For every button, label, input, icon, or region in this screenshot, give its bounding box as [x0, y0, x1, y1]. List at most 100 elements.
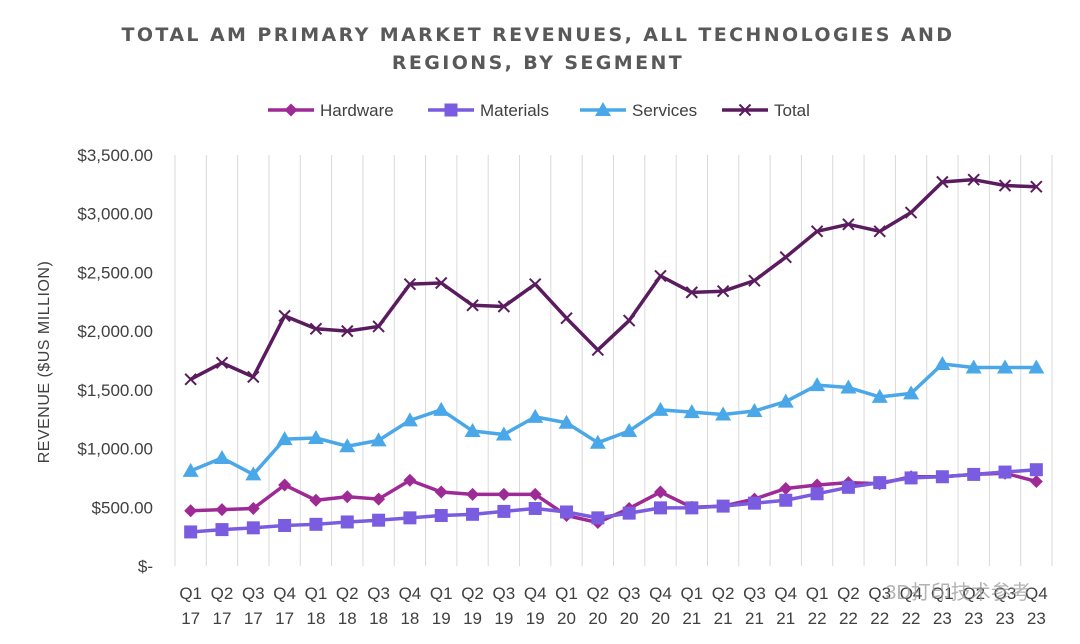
- data-point-services: [370, 432, 387, 447]
- x-tick-label: Q1 21: [680, 584, 703, 628]
- data-point-materials: [184, 525, 198, 539]
- chart-title-line-1: TOTAL AM PRIMARY MARKET REVENUES, ALL TE…: [122, 24, 955, 46]
- y-tick-label: $-: [138, 557, 153, 576]
- data-point-services: [433, 401, 450, 416]
- x-tick-label: Q4 22: [900, 584, 923, 628]
- data-point-materials: [372, 513, 386, 527]
- data-point-services: [715, 406, 732, 421]
- data-point-materials: [278, 518, 292, 532]
- data-point-total: [215, 356, 229, 370]
- data-point-materials: [528, 501, 542, 515]
- data-point-services: [558, 414, 575, 429]
- data-point-materials: [215, 523, 229, 537]
- data-point-services: [307, 430, 324, 445]
- data-point-services: [527, 408, 544, 423]
- data-point-materials: [340, 515, 354, 529]
- data-point-services: [809, 377, 826, 392]
- data-point-services: [213, 449, 230, 464]
- legend-label: Materials: [480, 101, 549, 120]
- data-point-services: [495, 426, 512, 441]
- data-point-materials: [747, 496, 761, 510]
- data-point-total: [998, 179, 1012, 192]
- data-point-materials: [810, 487, 824, 501]
- data-point-materials: [497, 504, 511, 518]
- y-tick-label: $3,500.00: [77, 146, 153, 165]
- data-point-total: [842, 218, 855, 231]
- data-point-services: [182, 462, 199, 477]
- series-line-materials: [190, 467, 1037, 534]
- series-total: [184, 173, 1043, 386]
- data-point-services: [997, 359, 1014, 374]
- x-tick-label: Q4 20: [649, 584, 672, 628]
- data-point-hardware: [403, 473, 417, 487]
- data-point-total: [435, 276, 448, 290]
- data-point-total: [184, 373, 197, 386]
- x-tick-label: Q2 17: [211, 584, 234, 628]
- data-point-materials: [998, 465, 1012, 479]
- data-point-total: [622, 314, 636, 327]
- x-tick-label: Q3 21: [743, 584, 766, 628]
- data-point-materials: [560, 505, 574, 519]
- data-point-hardware: [309, 493, 323, 507]
- y-tick-label: $500.00: [92, 498, 153, 517]
- data-point-services: [621, 422, 638, 437]
- data-point-hardware: [372, 492, 386, 506]
- y-tick-label: $1,000.00: [77, 440, 153, 459]
- y-tick-label: $2,500.00: [77, 263, 153, 282]
- data-point-materials: [309, 517, 323, 531]
- y-tick-label: $1,500.00: [77, 381, 153, 400]
- data-point-total: [936, 175, 949, 189]
- data-point-total: [278, 309, 291, 323]
- x-tick-label: Q1 18: [305, 584, 328, 628]
- data-point-total: [466, 299, 479, 312]
- data-point-materials: [591, 511, 605, 525]
- x-tick-label: Q1 22: [806, 584, 829, 628]
- data-point-materials: [466, 507, 480, 521]
- x-axis: Q1 17 Q2 17 Q3 17 Q4 17 Q1 18 Q2 18 Q3 18 Q4 18 Q1 19 Q2 19…: [179, 584, 1047, 628]
- data-point-materials: [1029, 463, 1043, 477]
- x-tick-label: Q2 22: [837, 584, 860, 628]
- x-tick-label: Q2 20: [586, 584, 609, 628]
- x-tick-label: Q2 19: [461, 584, 484, 628]
- watermark-text: 3D打印技术参考: [885, 581, 1031, 604]
- x-tick-label: Q2 21: [712, 584, 735, 628]
- x-tick-label: Q1 19: [430, 584, 453, 628]
- chart-title-line-2: REGIONS, BY SEGMENT: [392, 52, 684, 74]
- data-point-total: [748, 274, 761, 287]
- data-point-hardware: [779, 481, 793, 495]
- x-tick-label: Q4 17: [273, 584, 296, 628]
- data-point-total: [403, 277, 417, 291]
- x-tick-label: Q4 23: [1025, 584, 1048, 628]
- data-point-services: [903, 385, 920, 400]
- data-point-total: [685, 286, 699, 299]
- data-point-services: [871, 388, 888, 403]
- data-point-total: [904, 206, 918, 219]
- x-tick-label: Q2 23: [962, 584, 985, 628]
- data-point-hardware: [434, 485, 448, 499]
- data-point-total: [1030, 180, 1043, 193]
- x-tick-label: Q3 18: [367, 584, 390, 628]
- data-point-materials: [716, 499, 730, 513]
- data-point-services: [934, 356, 951, 371]
- y-axis: $- $500.00 $1,000.00 $1,500.00 $2,000.00 $2,5…: [77, 146, 153, 576]
- x-tick-label: Q3 17: [242, 584, 265, 628]
- data-point-services: [339, 438, 356, 453]
- x-tick-label: Q4 21: [774, 584, 797, 628]
- data-point-materials: [246, 521, 260, 535]
- data-point-hardware: [184, 504, 198, 518]
- series-group: [182, 173, 1045, 539]
- x-tick-label: Q4 19: [524, 584, 547, 628]
- legend-swatch-marker: [595, 102, 611, 116]
- data-point-hardware: [1029, 474, 1043, 488]
- data-point-hardware: [278, 478, 292, 492]
- legend-label: Total: [774, 101, 810, 120]
- x-tick-label: Q2 18: [336, 584, 359, 628]
- data-point-materials: [434, 509, 448, 523]
- data-point-services: [777, 393, 794, 408]
- data-point-materials: [841, 480, 855, 494]
- data-point-total: [372, 320, 385, 333]
- data-point-services: [1028, 359, 1045, 374]
- x-tick-label: Q3 22: [868, 584, 891, 628]
- y-tick-label: $3,000.00: [77, 205, 153, 224]
- data-point-services: [464, 422, 481, 437]
